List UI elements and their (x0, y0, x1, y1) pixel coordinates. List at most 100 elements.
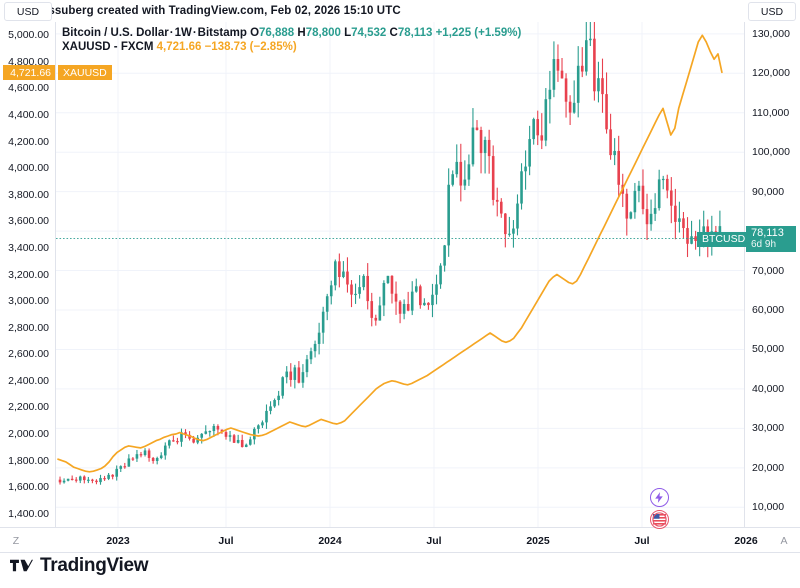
legend-exchange[interactable]: Bitstamp (197, 27, 247, 39)
candle-body (649, 213, 653, 225)
candle-body (487, 139, 491, 157)
right-price-scale[interactable]: 130,000120,000110,000100,00090,00080,000… (744, 22, 800, 527)
candle-body (273, 400, 276, 407)
time-axis-tick: Jul (426, 535, 442, 547)
us-flag-event-icon[interactable] (650, 510, 669, 529)
right-axis-tick: 100,000 (752, 146, 790, 159)
candle-body (163, 445, 167, 456)
time-axis-edge-label[interactable]: A (780, 535, 788, 547)
btcusd-price-tag[interactable]: 78,113 6d 9h (746, 225, 796, 252)
candle-body (370, 301, 374, 318)
candle-body (269, 406, 272, 411)
candle-body (248, 439, 252, 445)
candle-body (358, 287, 361, 294)
candle-body (593, 38, 596, 92)
candle-body (107, 474, 110, 479)
legend-row-btc[interactable]: Bitcoin / U.S. Dollar·1W·Bitstamp O76,88… (62, 26, 521, 40)
time-axis-tick: 2023 (106, 535, 130, 547)
left-axis-tick: 2,200.00 (8, 401, 49, 414)
right-axis-tick: 40,000 (752, 382, 785, 395)
left-axis-tick: 4,200.00 (8, 135, 49, 148)
candle-body (552, 59, 556, 90)
legend-row-gold[interactable]: XAUUSD - FXCM 4,721.66 −138.73 (−2.85%) (62, 40, 521, 54)
candle-body (479, 130, 483, 154)
time-scale[interactable]: Z 2023 Jul 2024 Jul 2025 Jul 2026 A (0, 527, 800, 553)
candle-body (147, 450, 151, 458)
right-axis-tick: 110,000 (752, 106, 790, 119)
left-axis-tick: 4,000.00 (8, 162, 49, 175)
candle-body (419, 286, 422, 306)
candle-body (512, 228, 515, 234)
candle-body (572, 102, 576, 113)
candle-body (617, 150, 620, 185)
candle-body (159, 455, 163, 459)
candle-body (499, 201, 503, 214)
legend-low-value: 74,532 (351, 27, 387, 39)
candle-body (192, 438, 195, 443)
candle-body (532, 119, 535, 140)
candle-body (718, 226, 722, 232)
candle-body (261, 422, 264, 426)
time-axis-edge-label[interactable]: Z (12, 535, 20, 547)
candle-body (78, 476, 82, 481)
left-axis-currency-badge[interactable]: USD (4, 2, 52, 21)
flag-us-glyph (652, 512, 667, 527)
candle-body (111, 474, 114, 477)
candle-body (451, 174, 455, 185)
candle-body (83, 476, 86, 481)
legend-compare-symbol[interactable]: XAUUSD (62, 41, 111, 53)
candle-body (305, 359, 309, 373)
candle-body (277, 395, 280, 401)
left-price-scale[interactable]: 5,000.00 4,800.00 4,600.00 4,400.00 4,200.00… (0, 22, 56, 527)
candle-body (212, 426, 216, 432)
left-axis-tick: 4,600.00 (8, 82, 49, 95)
right-axis-tick: 30,000 (752, 422, 785, 435)
candle-body (334, 261, 337, 286)
candle-body (495, 199, 499, 202)
candle-body (544, 99, 548, 141)
btcusd-symbol-tag[interactable]: BTCUSD (697, 231, 751, 247)
candle-body (657, 179, 661, 209)
candle-body (91, 479, 94, 481)
candle-body (168, 440, 171, 446)
left-axis-tick: 3,600.00 (8, 215, 49, 228)
xauusd-price-tag[interactable]: 4,721.66 (3, 65, 55, 81)
candle-body (172, 440, 175, 442)
candle-body (471, 127, 475, 165)
tradingview-footer-logo: TradingView (10, 555, 149, 576)
bolt-glyph (655, 492, 663, 503)
chart-canvas[interactable] (56, 22, 744, 527)
candle-body (366, 275, 369, 302)
left-axis-tick: 3,400.00 (8, 241, 49, 254)
legend-interval[interactable]: 1W (174, 27, 192, 39)
candle-body (208, 431, 212, 433)
candle-body (135, 454, 139, 459)
candle-body (431, 294, 434, 306)
candle-body (548, 89, 552, 100)
candle-body (155, 458, 159, 461)
candle-body (439, 265, 442, 285)
candle-body (293, 367, 297, 380)
candle-body (313, 343, 317, 352)
legend-sep-2: · (192, 27, 197, 39)
candle-body (220, 429, 224, 433)
left-axis-tick: 4,400.00 (8, 109, 49, 122)
candle-body (674, 205, 677, 222)
tradingview-brand-text: TradingView (40, 555, 149, 576)
legend-compare-value: 4,721.66 (156, 41, 202, 53)
right-axis-currency-badge[interactable]: USD (748, 2, 796, 21)
lightning-event-icon[interactable] (650, 488, 669, 507)
legend-symbol-name[interactable]: Bitcoin / U.S. Dollar (62, 27, 169, 39)
candle-body (325, 296, 329, 312)
candle-body (374, 317, 378, 321)
candle-body (702, 226, 706, 233)
plot-area[interactable] (56, 22, 744, 527)
right-axis-tick: 120,000 (752, 67, 790, 80)
legend-compare-exchange[interactable]: FXCM (120, 41, 154, 53)
candle-body (524, 166, 527, 172)
legend-compare-change: −138.73 (204, 41, 247, 53)
candle-body (338, 261, 341, 277)
xauusd-symbol-tag[interactable]: XAUUSD (58, 65, 112, 81)
candle-body (74, 479, 78, 481)
